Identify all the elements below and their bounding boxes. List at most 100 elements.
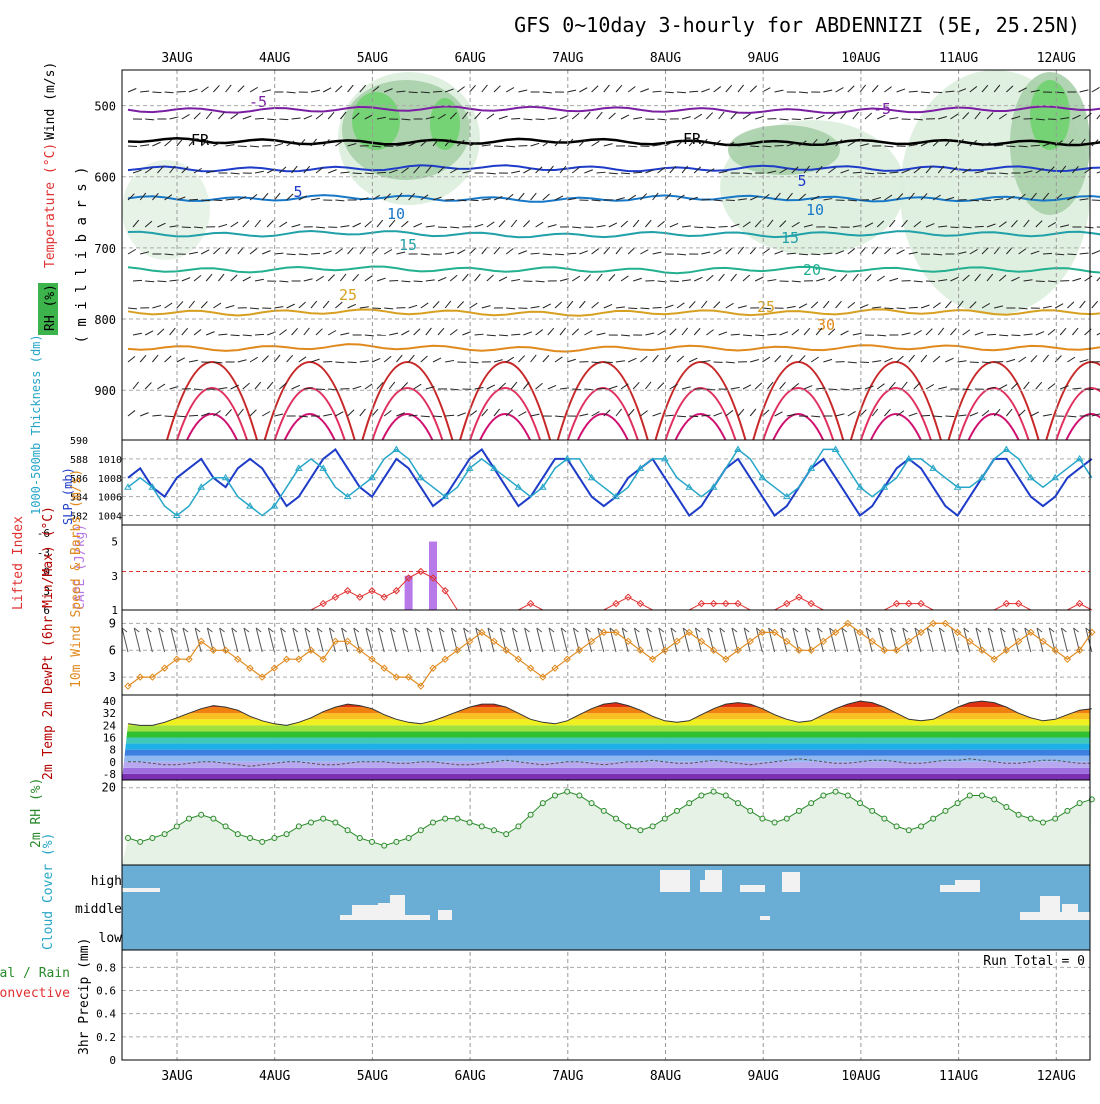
rh-shade: [122, 160, 210, 260]
temp-band: [122, 768, 1090, 774]
wind-barb: [597, 225, 606, 227]
wind-barb: [1031, 145, 1040, 146]
wind-barb: [238, 360, 247, 362]
temp-band: [122, 744, 1090, 750]
cape-panel: [122, 525, 1090, 610]
rh-marker: [906, 828, 911, 833]
wind-barb: [811, 416, 820, 417]
wind-barb: [719, 112, 725, 119]
wind-barb: [421, 254, 430, 255]
wind-barb: [592, 249, 599, 254]
isotherm-label: -5: [249, 93, 267, 111]
rh-marker: [248, 835, 253, 840]
wind-barb: [755, 116, 764, 119]
wind-barb: [218, 224, 227, 227]
wind-barb: [462, 332, 470, 335]
temp-band: [122, 707, 1090, 713]
wind-barb: [475, 334, 484, 335]
wind-barb: [287, 355, 293, 362]
temp-tick-label: -8: [103, 768, 116, 781]
day-label-top: 7AUG: [552, 51, 583, 66]
rh-marker: [321, 816, 326, 821]
wind-barb: [792, 281, 801, 282]
temp-tick-label: 32: [103, 707, 116, 720]
wind-barb: [584, 170, 592, 173]
rh-marker: [992, 797, 997, 802]
wind-barb: [921, 415, 930, 416]
day-label-top: 6AUG: [454, 51, 485, 66]
wind-barb: [523, 169, 531, 173]
wind-barb: [567, 90, 576, 92]
wind-barb: [1011, 383, 1018, 389]
wind-barb: [231, 275, 238, 281]
rh-marker: [638, 828, 643, 833]
temp-tick-label: 40: [103, 695, 116, 708]
wind-barb: [555, 302, 562, 308]
wind-barb: [609, 274, 615, 281]
wind-barb: [872, 85, 878, 92]
wind10m-tick-label: 3: [109, 670, 116, 684]
wind-barb: [767, 334, 776, 335]
wind-barb: [670, 329, 676, 335]
wind-barb: [1043, 414, 1052, 416]
wind-barb: [536, 330, 543, 335]
wind-barb: [909, 413, 918, 416]
wind-barb: [719, 274, 725, 281]
cape-bar: [429, 542, 437, 610]
wind-barb: [340, 226, 349, 227]
wind-barb: [152, 305, 161, 308]
wind-barb: [287, 304, 295, 308]
wind-barb: [511, 279, 520, 281]
wind-barb: [706, 113, 712, 119]
wind-barb: [616, 409, 622, 416]
wind-barb: [128, 410, 135, 416]
wind-barb: [1043, 355, 1049, 362]
wind-barb: [902, 333, 911, 335]
wind-barb: [926, 329, 932, 335]
wind-barb: [933, 303, 940, 308]
wind-barb: [360, 361, 369, 362]
wind-barb: [426, 280, 435, 281]
wind-barb: [1019, 410, 1026, 416]
wind-barb: [531, 253, 540, 254]
rh-marker: [516, 824, 521, 829]
wind-barb: [335, 362, 344, 363]
wind-barb: [677, 416, 686, 417]
wind-barb: [658, 383, 664, 389]
rh-marker: [504, 832, 509, 837]
wind-barb: [726, 303, 734, 308]
wind-barb: [848, 362, 857, 363]
wind-barb: [645, 382, 651, 389]
wind-barb: [353, 173, 362, 174]
wind-barb: [279, 281, 288, 282]
wind-barb: [189, 89, 198, 92]
wind-barb: [201, 301, 207, 308]
wind-barb: [389, 280, 398, 281]
wind-barb: [231, 335, 240, 336]
wind-barb: [584, 389, 593, 390]
wind-barb: [274, 414, 283, 416]
rh-marker: [833, 789, 838, 794]
wind-barb: [450, 275, 457, 281]
rh-marker: [394, 839, 399, 844]
wind-barb: [157, 281, 166, 282]
wind-barb: [445, 252, 454, 254]
wind-barb: [714, 200, 723, 201]
wind-barb: [853, 333, 862, 335]
wind-barb: [182, 328, 188, 335]
wind-barb: [384, 308, 393, 309]
wind-barb: [780, 332, 788, 335]
wind-barb: [609, 386, 618, 389]
wind-barb: [438, 277, 446, 281]
wind-barb: [445, 199, 454, 200]
wind-barb: [897, 356, 904, 362]
wind-barb: [165, 92, 174, 93]
rh-marker: [577, 793, 582, 798]
wind-barb: [140, 413, 148, 416]
wind-barb: [377, 172, 386, 173]
wind-barb: [640, 250, 648, 254]
temp-tick-label: 8: [109, 744, 116, 757]
isotherm-label: 5: [797, 172, 806, 190]
isotherm-label: -5: [873, 100, 891, 118]
